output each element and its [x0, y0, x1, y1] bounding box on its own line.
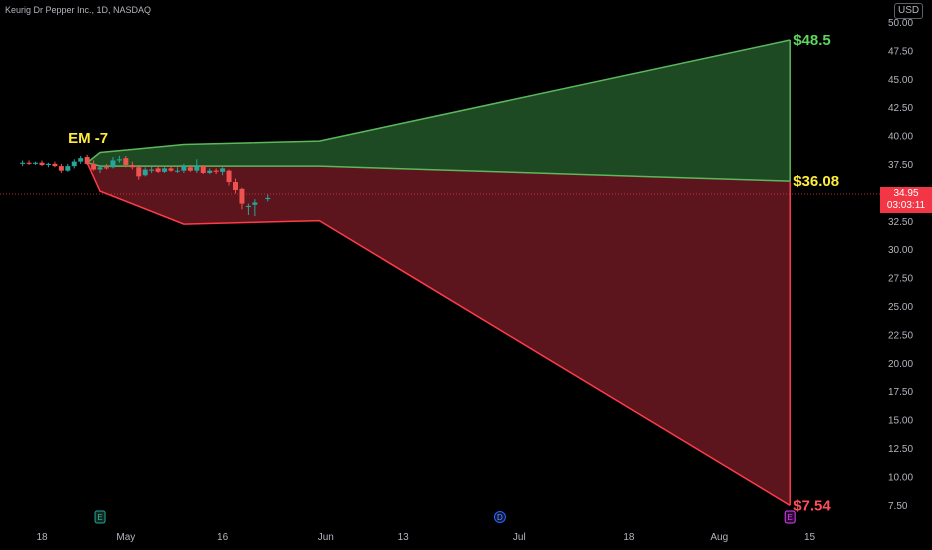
lower-band-area [87, 162, 791, 506]
candle-body [220, 168, 226, 172]
y-tick-label: 25.00 [888, 302, 913, 313]
last-price-value: 34.95 [893, 188, 919, 199]
y-tick-label: 22.50 [888, 330, 913, 341]
candle-body [116, 159, 122, 161]
y-tick-label: 10.00 [888, 472, 913, 483]
price-target-label: $48.5 [793, 32, 831, 49]
currency-selector[interactable]: USD [894, 3, 924, 19]
y-tick-label: 17.50 [888, 387, 913, 398]
annotations: EM -7 $48.5 $36.08 $7.54 [68, 32, 839, 514]
candle-body [129, 165, 135, 168]
dividend-icon [493, 511, 506, 523]
x-tick-label: Jul [513, 532, 526, 543]
x-tick-label: 18 [623, 532, 635, 543]
y-tick-label: 32.50 [888, 217, 913, 228]
lower-band-line [86, 162, 791, 506]
candle-body [149, 169, 155, 171]
candle-body [226, 170, 232, 183]
candle-body [65, 166, 71, 171]
candle-body [20, 162, 26, 164]
candle-body [239, 188, 245, 204]
time-axis[interactable]: 18 May 16 Jun 13 Jul 18 Aug 15 [36, 532, 815, 543]
event-label: D [497, 513, 503, 522]
candle-body [52, 163, 58, 167]
candle-body [97, 167, 103, 170]
x-tick-label: 13 [398, 532, 410, 543]
y-tick-label: 42.50 [888, 103, 913, 114]
bar-countdown: 03:03:11 [886, 200, 926, 211]
candle-body [187, 167, 193, 171]
candle-body [174, 170, 180, 172]
price-target-label: $36.08 [793, 173, 839, 190]
upper-band-line [86, 39, 791, 164]
x-tick-label: 15 [804, 532, 816, 543]
y-tick-label: 45.00 [888, 75, 913, 86]
event-label: E [97, 513, 102, 522]
upper-band-area [87, 40, 791, 182]
candle-body [265, 197, 271, 200]
candle-body [142, 169, 148, 176]
y-tick-label: 50.00 [888, 18, 913, 29]
price-target-label: $7.54 [793, 497, 831, 514]
candle-body [233, 182, 238, 190]
candlesticks [20, 154, 271, 217]
x-tick-label: Aug [710, 532, 728, 543]
candle-body [200, 166, 206, 173]
x-tick-label: 16 [217, 532, 229, 543]
candle-body [110, 160, 116, 168]
y-tick-label: 20.00 [888, 359, 913, 370]
event-label: E [788, 513, 793, 522]
price-axis[interactable]: 50.0047.5045.0042.5040.0037.5035.0032.50… [888, 18, 913, 512]
y-tick-label: 27.50 [888, 274, 913, 285]
candle-body [162, 168, 168, 172]
candle-body [181, 166, 187, 171]
dividend-marker[interactable]: D [493, 511, 506, 523]
y-tick-label: 7.50 [888, 501, 908, 512]
y-tick-label: 30.00 [888, 245, 913, 256]
earnings-marker[interactable]: E [94, 510, 106, 524]
candle-body [213, 170, 219, 172]
candle-body [84, 157, 90, 164]
candle-body [91, 163, 97, 170]
candle-body [26, 162, 32, 164]
candle-body [78, 158, 84, 162]
earnings-icon [784, 510, 796, 524]
candle-body [207, 170, 213, 173]
y-tick-label: 15.00 [888, 416, 913, 427]
candle-body [155, 168, 161, 172]
earnings-icon [94, 510, 106, 524]
candle-body [45, 163, 51, 165]
x-tick-label: May [116, 532, 135, 543]
candle-body [168, 168, 174, 171]
y-tick-label: 47.50 [888, 46, 913, 57]
candle-body [104, 167, 109, 169]
expected-move-bands [86, 39, 791, 506]
candle-body [71, 161, 77, 167]
symbol-title: Keurig Dr Pepper Inc., 1D, NASDAQ [5, 5, 152, 15]
x-tick-label: Jun [318, 532, 334, 543]
last-price-tag: 34.95 03:03:11 [880, 187, 932, 213]
candle-body [58, 166, 64, 171]
earnings-marker[interactable]: E [784, 510, 796, 524]
candle-body [245, 205, 251, 208]
candle-body [39, 162, 45, 165]
candle-body [33, 162, 39, 164]
y-tick-label: 37.50 [888, 160, 913, 171]
candle-body [123, 158, 129, 165]
candle-body [252, 202, 258, 205]
y-tick-label: 12.50 [888, 444, 913, 455]
em-label: EM -7 [68, 130, 108, 147]
x-tick-label: 18 [36, 532, 48, 543]
candle-body [194, 166, 200, 171]
y-tick-label: 40.00 [888, 132, 913, 143]
candle-body [136, 167, 142, 177]
